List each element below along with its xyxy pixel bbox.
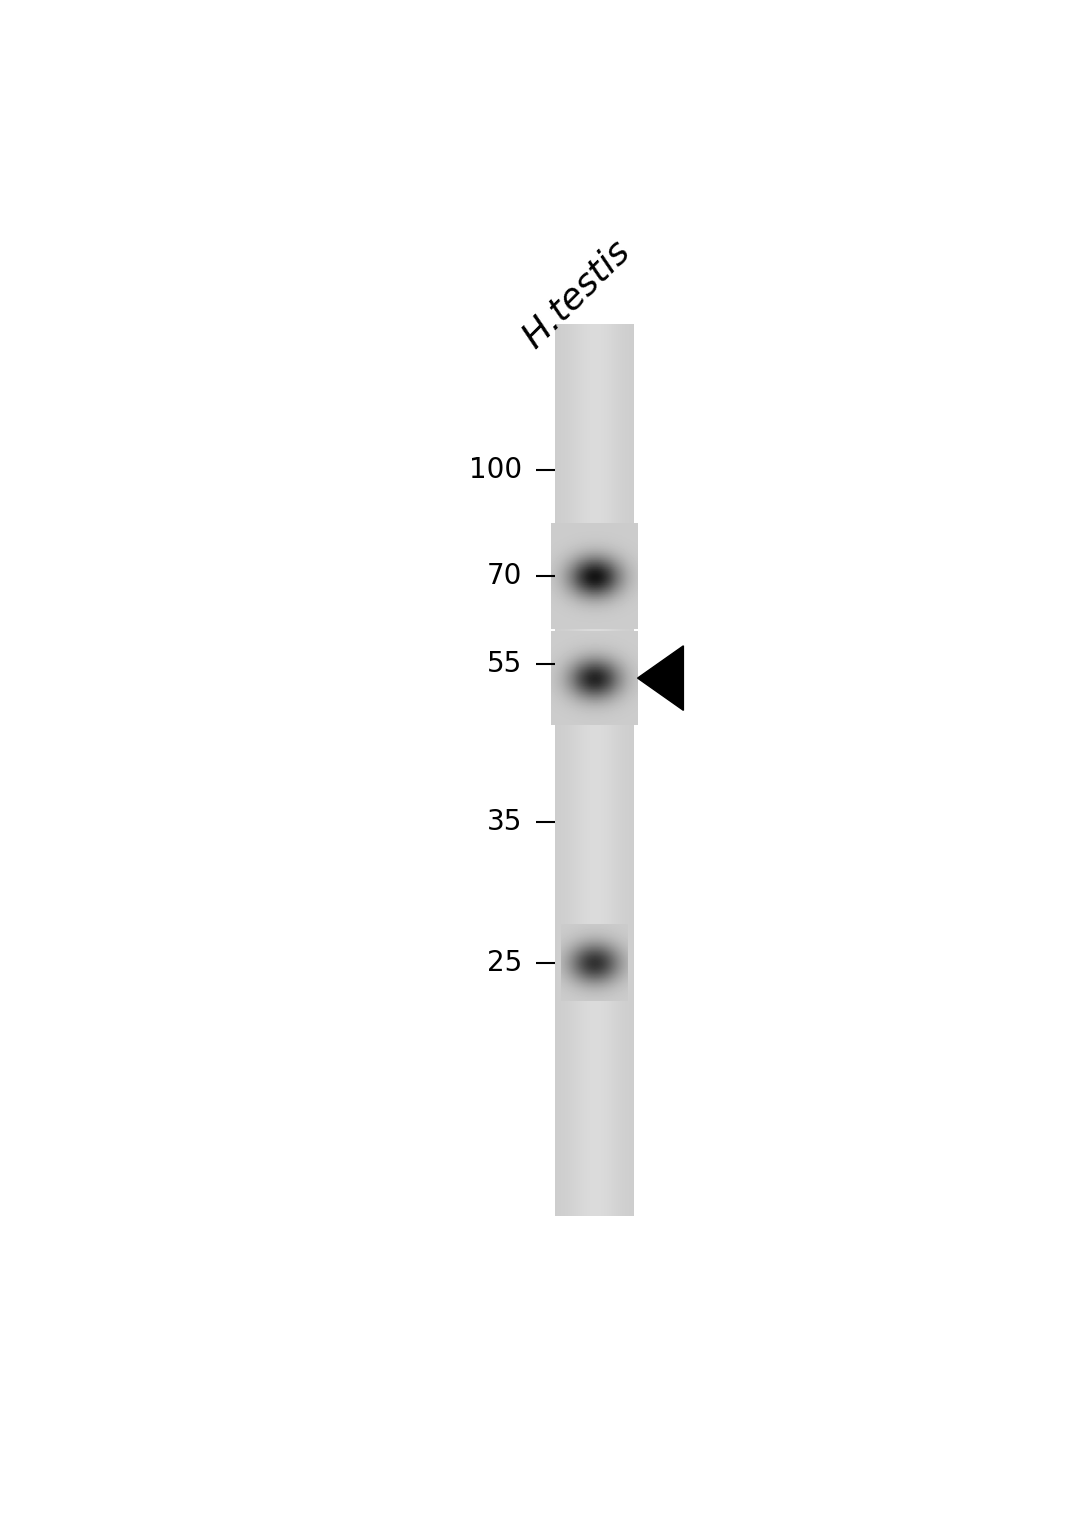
Text: 70: 70 [486, 562, 521, 590]
Text: 55: 55 [487, 651, 521, 678]
Text: 35: 35 [486, 808, 521, 837]
Text: H.testis: H.testis [516, 233, 636, 355]
Text: 25: 25 [487, 949, 521, 977]
Text: 100: 100 [469, 456, 521, 485]
Polygon shape [637, 646, 684, 710]
